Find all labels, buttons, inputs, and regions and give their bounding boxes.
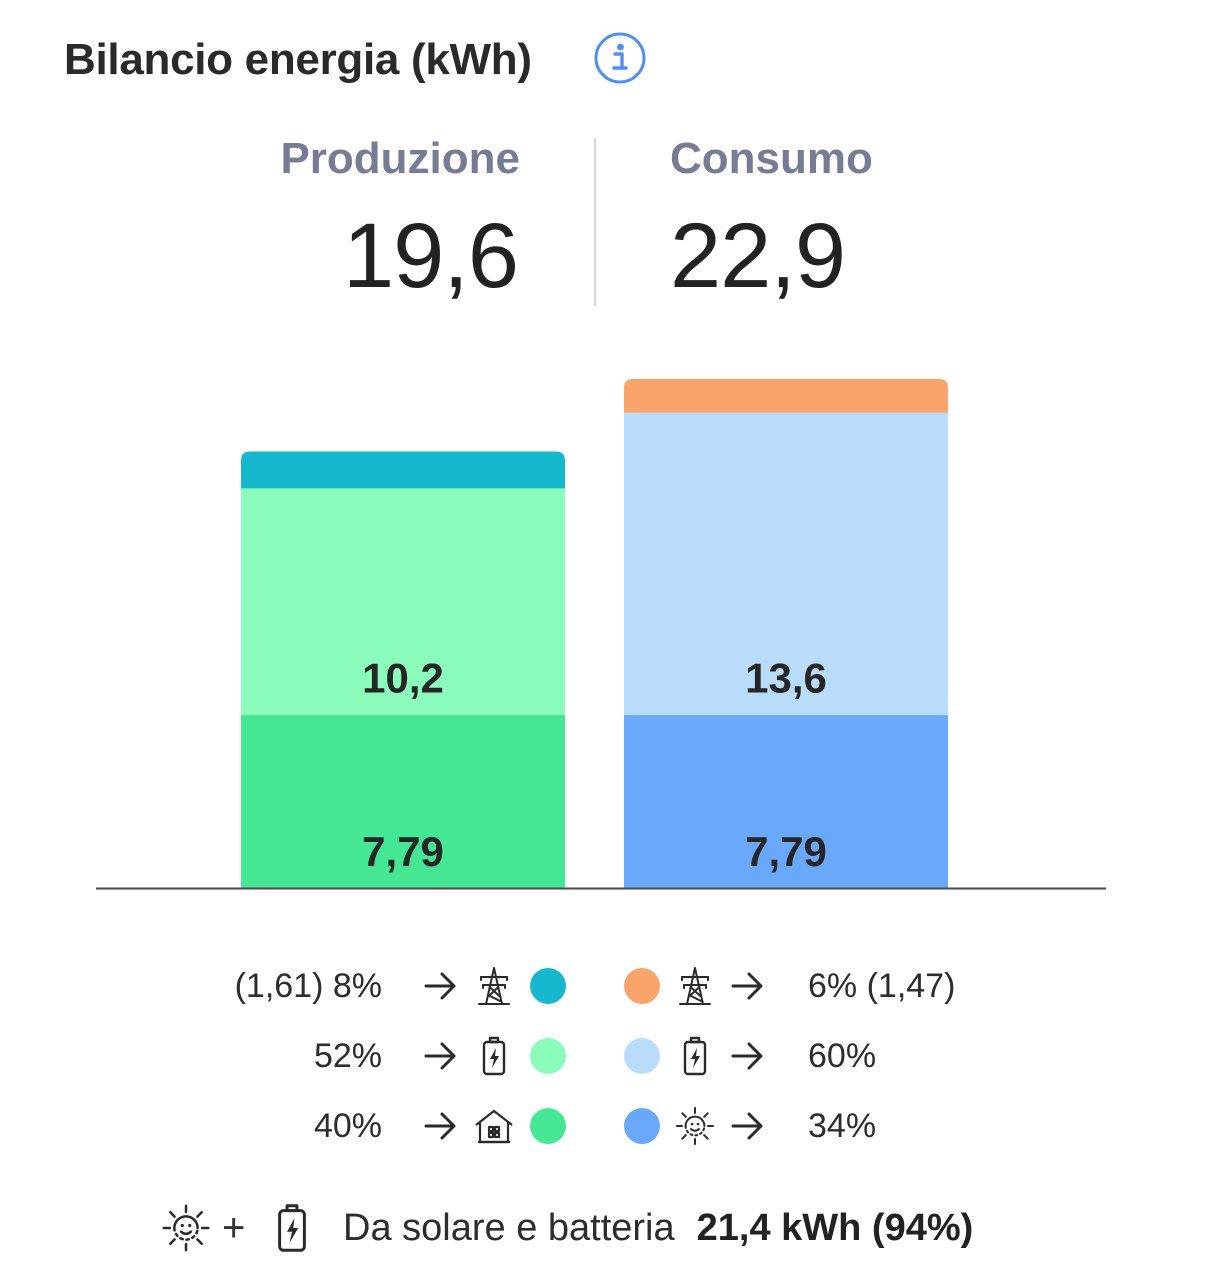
bar-segment <box>624 714 948 889</box>
bar-data-label: 7,79 <box>745 828 827 875</box>
battery-icon <box>473 1035 515 1077</box>
footer-summary: + Da solare e batteria 21,4 kWh (94%) <box>160 1198 1060 1258</box>
bar-segment <box>624 411 948 716</box>
legend-dot-solar <box>624 1108 660 1144</box>
header: Bilancio energia (kWh) <box>64 30 532 90</box>
bar-data-label: 13,6 <box>745 655 827 702</box>
battery-icon <box>674 1035 716 1077</box>
production-total: Produzione 19,6 <box>0 134 520 324</box>
plus-sign: + <box>222 1206 246 1250</box>
info-icon[interactable] <box>592 30 648 86</box>
arrow-right-icon <box>423 968 459 1004</box>
legend-right-text: 34% <box>808 1107 877 1145</box>
legend-row: 40% 34% <box>0 1095 1210 1157</box>
sun-icon <box>160 1202 212 1254</box>
totals-divider <box>594 138 596 306</box>
production-label: Produzione <box>280 134 520 183</box>
legend-left-text: (1,61) 8% <box>234 967 382 1005</box>
bar-segment <box>624 378 948 413</box>
arrow-right-icon <box>730 1108 766 1144</box>
legend-dot-grid-import <box>624 968 660 1004</box>
home-icon <box>473 1105 515 1147</box>
footer-text: Da solare e batteria 21,4 kWh (94%) <box>343 1198 973 1258</box>
bar-segment <box>241 487 565 716</box>
page-title: Bilancio energia (kWh) <box>64 35 532 84</box>
consumption-label: Consumo <box>670 134 873 183</box>
bar-data-label: 10,2 <box>362 655 444 702</box>
arrow-right-icon <box>730 1038 766 1074</box>
bar-segment <box>241 451 565 489</box>
footer-value: 21,4 kWh (94%) <box>696 1207 974 1249</box>
transmission-tower-icon <box>674 965 716 1007</box>
legend-right-text: 60% <box>808 1037 877 1075</box>
legend-row: 52% 60% <box>0 1025 1210 1087</box>
legend-right-text: 6% (1,47) <box>808 967 956 1005</box>
arrow-right-icon <box>730 968 766 1004</box>
legend-dot-home <box>530 1108 566 1144</box>
consumption-total: Consumo 22,9 <box>670 134 990 324</box>
consumption-value: 22,9 <box>670 205 846 307</box>
legend-dot-battery-charge <box>530 1038 566 1074</box>
production-value: 19,6 <box>342 205 519 307</box>
bar-data-label: 7,79 <box>362 828 444 875</box>
battery-icon <box>266 1202 318 1254</box>
legend-left-text: 52% <box>313 1037 382 1075</box>
legend-left-text: 40% <box>313 1107 382 1145</box>
arrow-right-icon <box>423 1108 459 1144</box>
legend-dot-battery-discharge <box>624 1038 660 1074</box>
transmission-tower-icon <box>473 965 515 1007</box>
legend-dot-grid-export <box>530 968 566 1004</box>
sun-icon <box>674 1105 716 1147</box>
arrow-right-icon <box>423 1038 459 1074</box>
energy-balance-chart: 7,79 10,2 7,79 13,6 <box>96 378 1106 890</box>
legend-row: (1,61) 8% 6% (1,47) <box>0 955 1210 1017</box>
bar-segment <box>241 714 565 889</box>
footer-label: Da solare e batteria <box>343 1207 675 1249</box>
